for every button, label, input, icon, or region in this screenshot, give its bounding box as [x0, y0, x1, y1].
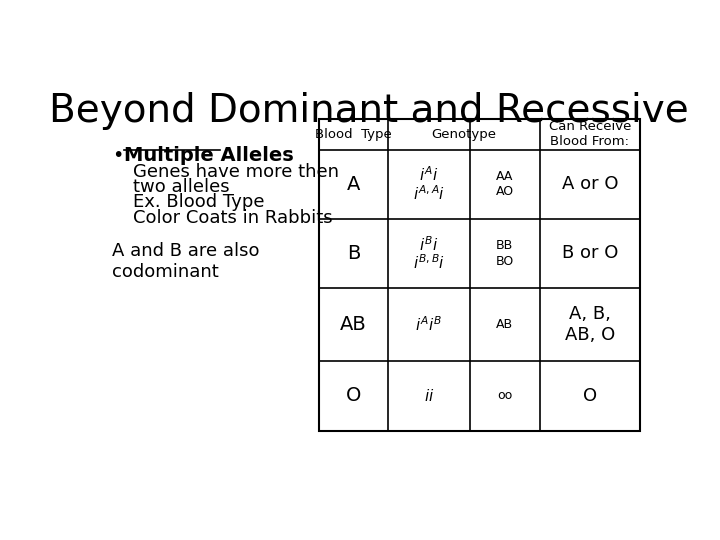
Text: A and B are also
codominant: A and B are also codominant: [112, 242, 259, 281]
Text: BO: BO: [495, 255, 514, 268]
Bar: [319, 119, 640, 430]
Text: $i^{A,A}i$: $i^{A,A}i$: [413, 184, 445, 202]
Text: A: A: [347, 174, 360, 194]
Text: Blood  Type: Blood Type: [315, 127, 392, 140]
Text: B or O: B or O: [562, 245, 618, 262]
Text: Color Coats in Rabbits: Color Coats in Rabbits: [132, 209, 332, 227]
Text: two alleles: two alleles: [132, 178, 229, 196]
Text: $ii$: $ii$: [424, 388, 434, 404]
Text: Genotype: Genotype: [431, 127, 496, 140]
Text: $i^{A}i^{B}$: $i^{A}i^{B}$: [415, 315, 443, 334]
Text: $i^{A}i$: $i^{A}i$: [420, 166, 438, 184]
Text: Multiple Alleles: Multiple Alleles: [124, 146, 294, 165]
Text: AB: AB: [340, 315, 367, 334]
Text: A or O: A or O: [562, 175, 618, 193]
Text: $i^{B}i$: $i^{B}i$: [420, 235, 438, 254]
Text: Ex. Blood Type: Ex. Blood Type: [132, 193, 264, 211]
Text: $i^{B,B}i$: $i^{B,B}i$: [413, 253, 445, 272]
Text: O: O: [346, 387, 361, 406]
Text: AB: AB: [496, 318, 513, 331]
Text: O: O: [582, 387, 597, 405]
Text: AO: AO: [495, 185, 513, 198]
Text: Can Receive
Blood From:: Can Receive Blood From:: [549, 120, 631, 148]
Text: oo: oo: [497, 389, 512, 402]
Text: A, B,
AB, O: A, B, AB, O: [564, 305, 615, 344]
Text: Beyond Dominant and Recessive: Beyond Dominant and Recessive: [49, 92, 689, 130]
Text: •: •: [112, 146, 123, 165]
Text: Genes have more then: Genes have more then: [132, 163, 338, 180]
Text: B: B: [347, 244, 360, 263]
Text: BB: BB: [496, 239, 513, 252]
Text: AA: AA: [496, 170, 513, 183]
